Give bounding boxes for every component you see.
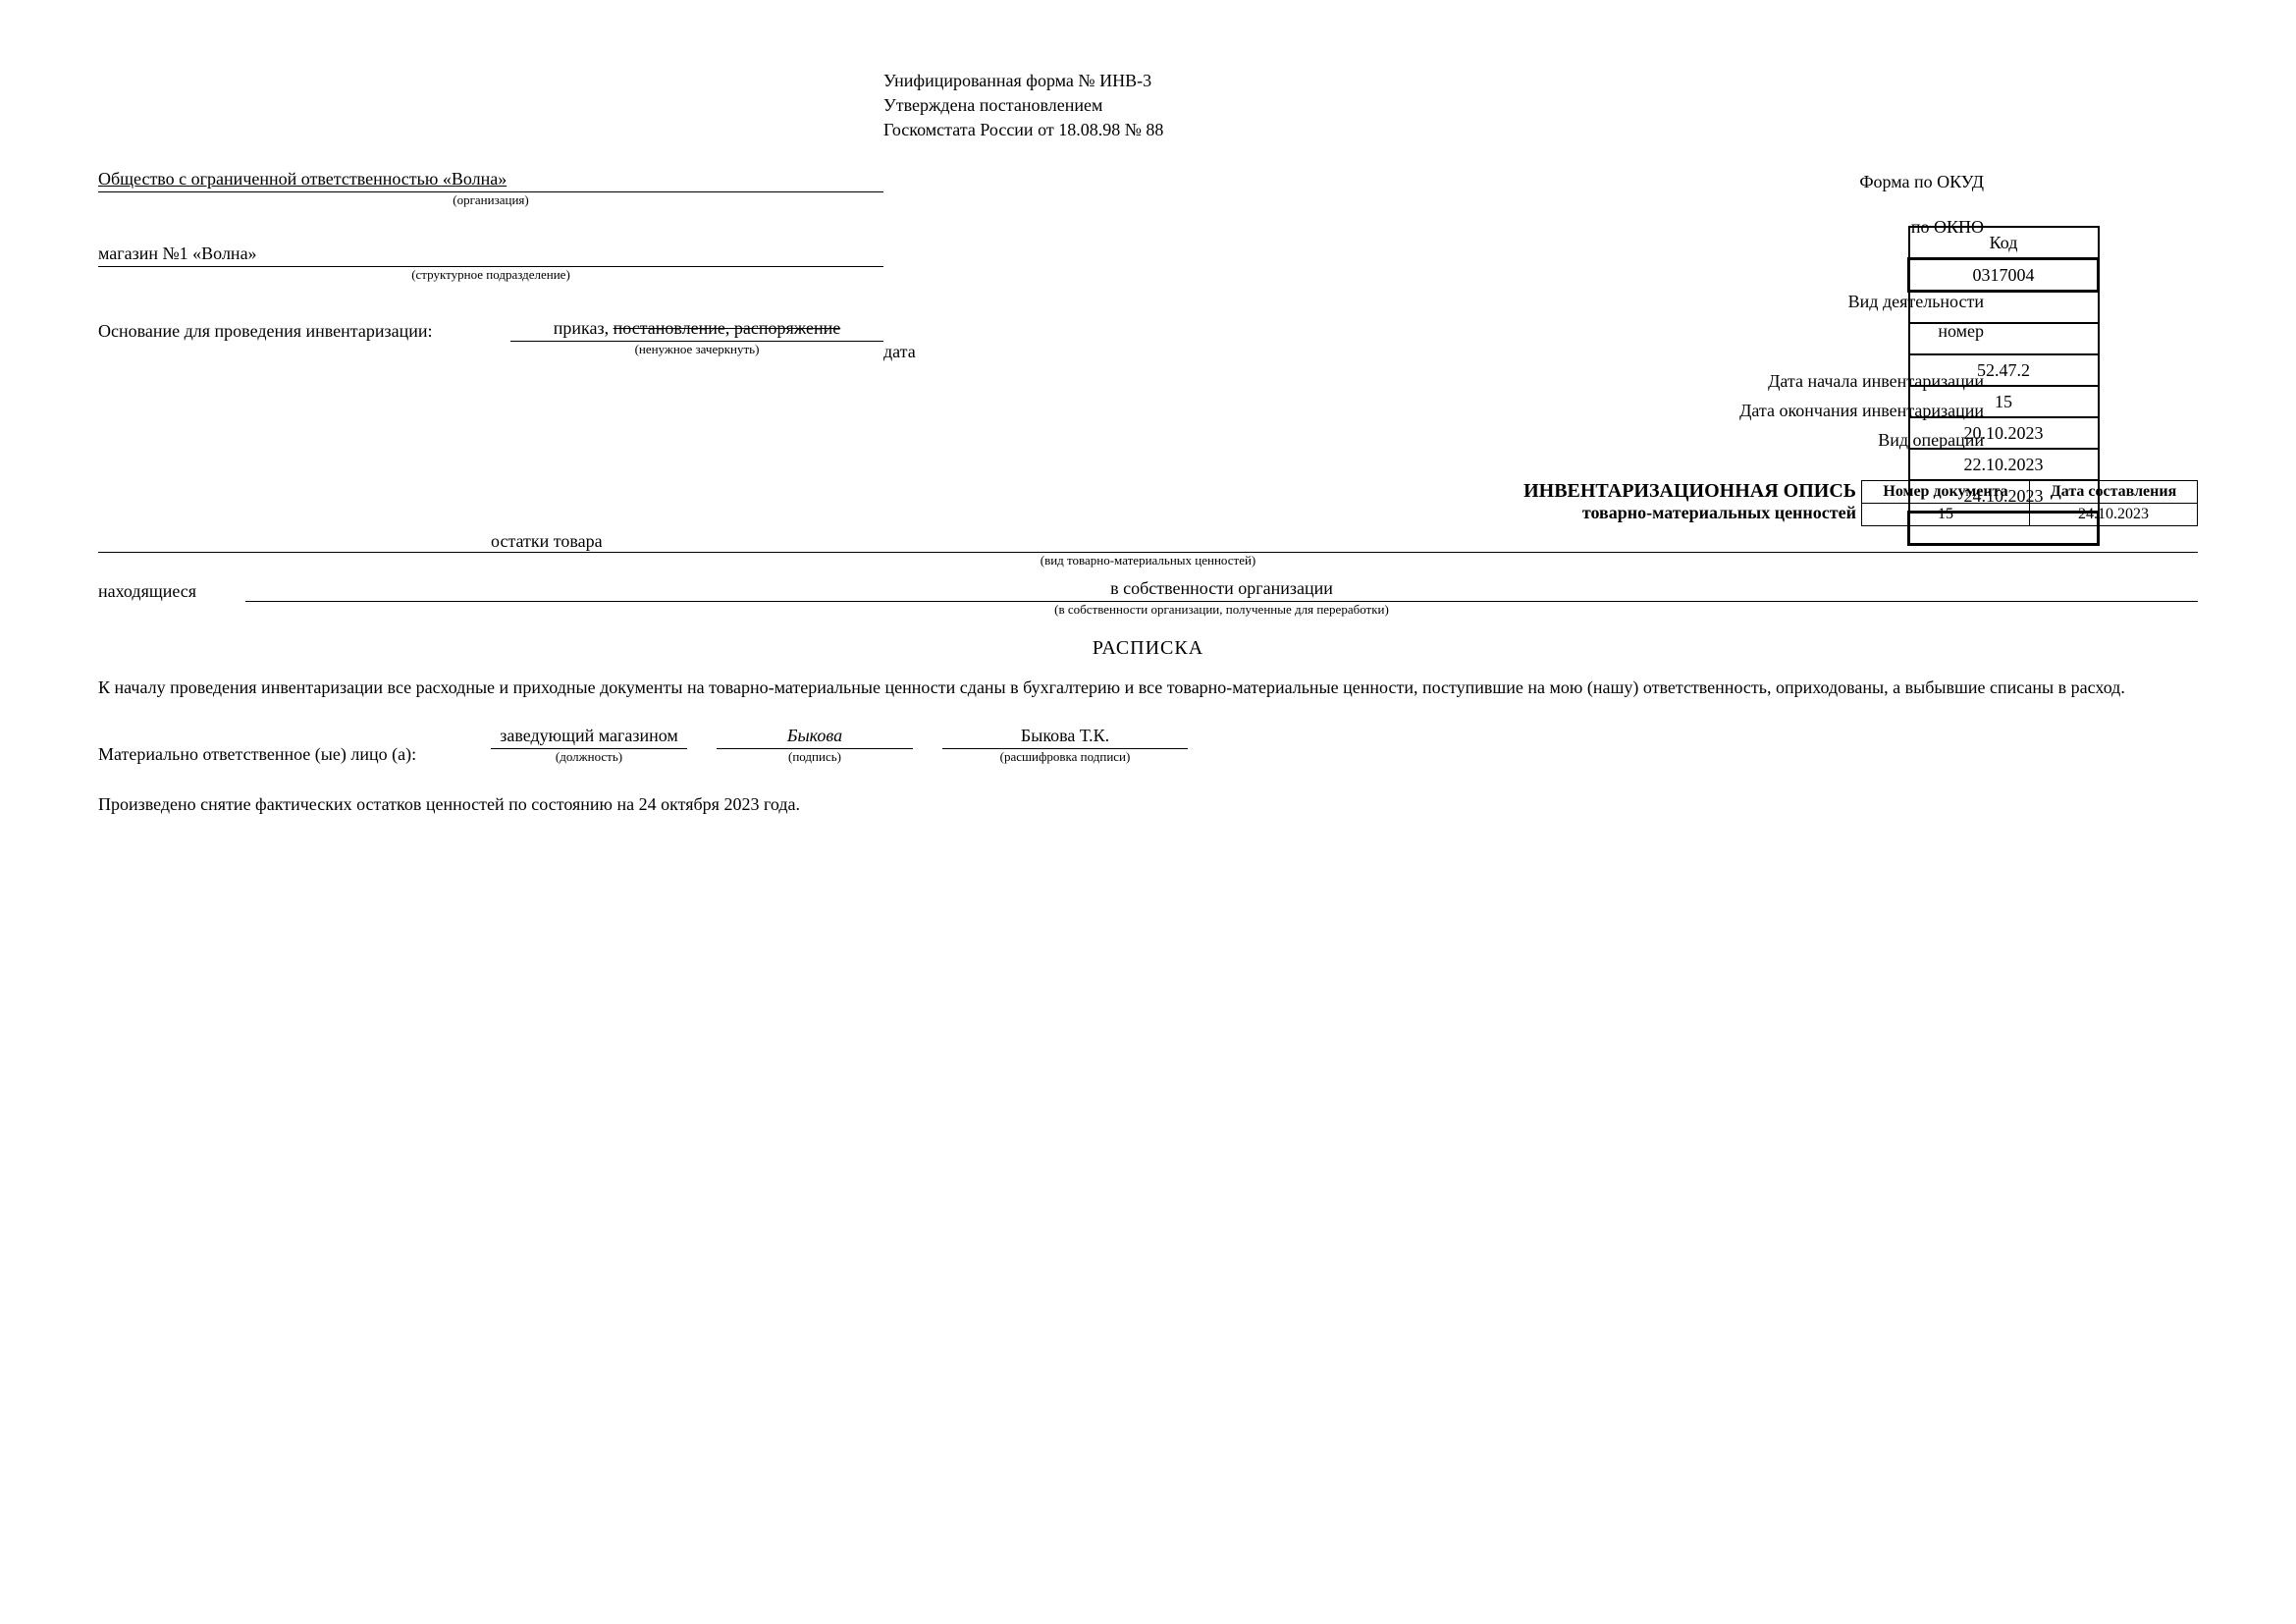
code-header: Код: [1909, 227, 2099, 259]
responsible-position: заведующий магазином: [491, 726, 687, 749]
basis-value-struck: постановление, распоряжение: [614, 318, 841, 338]
op-label: Вид операции: [98, 430, 1992, 451]
receipt-paragraph: К началу проведения инвентаризации все р…: [98, 675, 2198, 701]
subdivision-caption: (структурное подразделение): [98, 267, 883, 283]
responsible-decoded-caption: (расшифровка подписи): [942, 749, 1188, 765]
footer-text: Произведено снятие фактических остатков …: [98, 794, 2198, 815]
responsible-signature: Быкова: [717, 726, 913, 749]
start-value: 22.10.2023: [1909, 449, 2099, 480]
responsible-position-caption: (должность): [491, 749, 687, 765]
subdivision-value: магазин №1 «Волна»: [98, 244, 257, 263]
form-header: Унифицированная форма № ИНВ-3 Утверждена…: [883, 69, 2198, 143]
blank-cell: [1909, 323, 2099, 354]
okpo-value: [1909, 292, 2099, 324]
doc-title-main: ИНВЕНТАРИЗАЦИОННАЯ ОПИСЬ: [98, 480, 1856, 503]
tmc-type-field: остатки товара: [98, 531, 2198, 553]
order-num-value: 15: [1909, 386, 2099, 417]
organization-caption: (организация): [98, 192, 883, 208]
responsible-label: Материально ответственное (ые) лицо (а):: [98, 744, 461, 765]
okpo-label: по ОКПО: [98, 217, 1992, 238]
activity-label: Вид деятельности: [98, 292, 1992, 312]
ownership-value: в собственности организации: [1110, 578, 1333, 598]
end-label: Дата окончания инвентаризации: [98, 401, 1992, 421]
order-date-value: 20.10.2023: [1909, 417, 2099, 449]
basis-field: приказ, постановление, распоряжение: [510, 318, 883, 342]
form-header-line2: Утверждена постановлением: [883, 93, 2198, 118]
form-header-line3: Госкомстата России от 18.08.98 № 88: [883, 118, 2198, 142]
order-date-label: дата: [883, 342, 924, 362]
subdivision-field: магазин №1 «Волна»: [98, 244, 883, 267]
receipt-title: РАСПИСКА: [98, 637, 2198, 660]
organization-value: Общество с ограниченной ответственностью…: [98, 169, 507, 189]
end-value: 24.10.2023: [1909, 480, 2099, 513]
form-header-line1: Унифицированная форма № ИНВ-3: [883, 69, 2198, 93]
basis-value-plain: приказ,: [554, 318, 609, 338]
tmc-type-caption: (вид товарно-материальных ценностей): [98, 553, 2198, 568]
okud-label: Форма по ОКУД: [883, 172, 1992, 192]
activity-value: 52.47.2: [1909, 354, 2099, 386]
doc-title-sub: товарно-материальных ценностей: [98, 503, 1856, 523]
ownership-prefix: находящиеся: [98, 581, 245, 602]
order-num-label: номер: [883, 321, 1992, 342]
ownership-caption: (в собственности организации, полученные…: [245, 602, 2198, 618]
responsible-signature-caption: (подпись): [717, 749, 913, 765]
op-value: [1909, 513, 2099, 545]
code-table: Код 0317004 52.47.2 15 20.10.2023 22.10.…: [1907, 226, 2100, 546]
start-label: Дата начала инвентаризации: [98, 371, 1992, 392]
receipt-paragraph-text: К началу проведения инвентаризации все р…: [98, 677, 2125, 697]
ownership-field: в собственности организации: [245, 578, 2198, 602]
responsible-decoded: Быкова Т.К.: [942, 726, 1188, 749]
organization-field: Общество с ограниченной ответственностью…: [98, 169, 883, 192]
basis-label: Основание для проведения инвентаризации:: [98, 321, 510, 342]
okud-value: 0317004: [1909, 259, 2099, 292]
tmc-type-value: остатки товара: [491, 531, 603, 551]
basis-caption: (ненужное зачеркнуть): [510, 342, 883, 362]
